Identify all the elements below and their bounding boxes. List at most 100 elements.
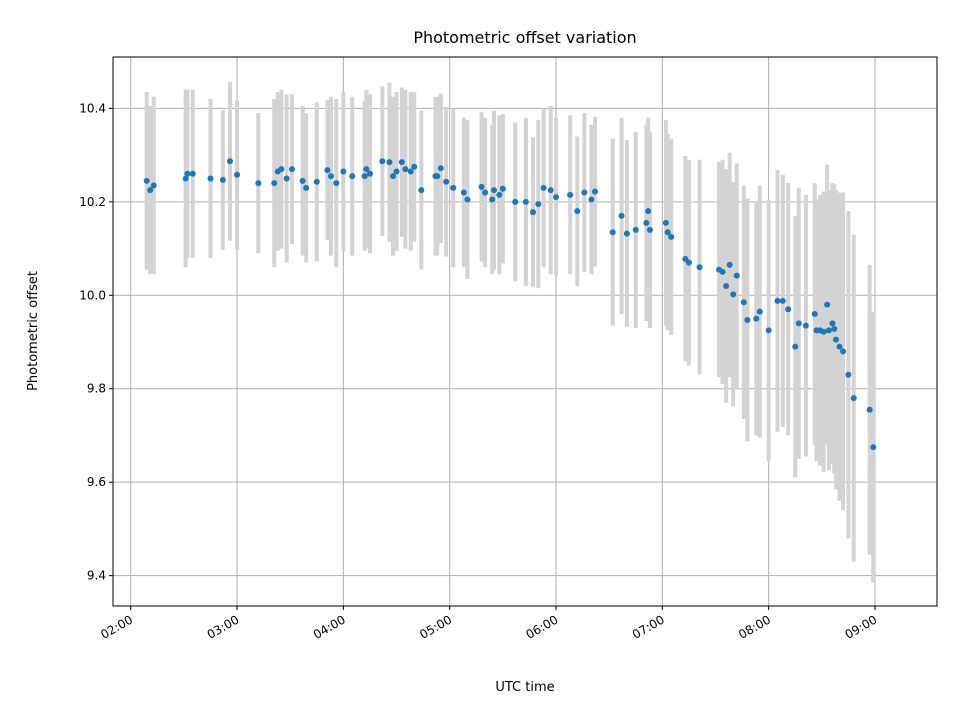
- data-point: [609, 229, 616, 236]
- x-tick-label: 09:00: [843, 612, 880, 641]
- data-point: [553, 194, 560, 201]
- data-point: [402, 166, 409, 173]
- data-point: [825, 327, 832, 334]
- data-point: [386, 159, 393, 166]
- data-point: [313, 178, 320, 185]
- data-point: [719, 268, 726, 275]
- data-point: [349, 173, 356, 180]
- data-point: [299, 177, 306, 184]
- data-point: [574, 208, 581, 215]
- data-point: [668, 233, 675, 240]
- data-point: [490, 187, 497, 194]
- data-point: [478, 183, 485, 190]
- data-point: [379, 158, 386, 165]
- y-tick-label: 10.0: [79, 288, 106, 302]
- data-point: [811, 310, 818, 317]
- data-point: [547, 187, 554, 194]
- chart-title: Photometric offset variation: [413, 28, 636, 47]
- data-point: [840, 348, 847, 355]
- data-point: [646, 226, 653, 233]
- data-point: [870, 444, 877, 451]
- data-point: [723, 282, 730, 289]
- data-point: [512, 198, 519, 205]
- data-point: [618, 212, 625, 219]
- data-point: [591, 188, 598, 195]
- data-point: [147, 187, 154, 194]
- data-point: [765, 327, 772, 334]
- x-tick-label: 03:00: [205, 612, 242, 641]
- data-point: [529, 209, 536, 216]
- x-tick-label: 06:00: [524, 612, 561, 641]
- data-point: [182, 175, 189, 182]
- data-point: [832, 336, 839, 343]
- data-point: [588, 196, 595, 203]
- data-point: [143, 177, 150, 184]
- data-point: [393, 168, 400, 175]
- data-point: [207, 175, 214, 182]
- y-tick-label: 9.4: [87, 569, 106, 583]
- data-point: [740, 299, 747, 306]
- data-point: [733, 272, 740, 279]
- data-point: [288, 166, 295, 173]
- data-point: [340, 168, 347, 175]
- y-axis-label: Photometric offset: [26, 271, 41, 391]
- data-point: [726, 261, 733, 268]
- data-point: [283, 175, 290, 182]
- data-point: [464, 196, 471, 203]
- data-point: [418, 187, 425, 194]
- data-point: [845, 371, 852, 378]
- data-point: [662, 219, 669, 226]
- data-point: [324, 167, 331, 174]
- data-point: [398, 159, 405, 166]
- x-tick-label: 04:00: [311, 612, 348, 641]
- x-tick-label: 07:00: [630, 612, 667, 641]
- data-point: [744, 317, 751, 324]
- data-point: [774, 297, 781, 304]
- data-point: [407, 168, 414, 175]
- y-tick-label: 10.2: [79, 195, 106, 209]
- data-point: [730, 291, 737, 298]
- plot-frame: [112, 56, 938, 607]
- data-point: [226, 158, 233, 165]
- data-point: [753, 315, 760, 322]
- data-point: [434, 173, 441, 180]
- data-point: [482, 189, 489, 196]
- data-point: [779, 297, 786, 304]
- data-point: [460, 189, 467, 196]
- data-point: [696, 264, 703, 271]
- data-point: [866, 406, 873, 413]
- data-point: [450, 184, 457, 191]
- data-point: [219, 176, 226, 183]
- data-point: [150, 182, 157, 189]
- data-point: [643, 219, 650, 226]
- x-axis-label: UTC time: [495, 680, 554, 695]
- y-tick-label: 9.6: [87, 475, 106, 489]
- data-point: [795, 320, 802, 327]
- data-point: [756, 308, 763, 315]
- data-point: [645, 208, 652, 215]
- y-tick-label: 10.4: [79, 101, 106, 115]
- data-point: [499, 185, 506, 192]
- data-point: [278, 166, 285, 173]
- data-point: [831, 325, 838, 332]
- data-point: [366, 170, 373, 177]
- data-point: [785, 306, 792, 313]
- data-point: [836, 343, 843, 350]
- data-point: [792, 343, 799, 350]
- data-point: [581, 189, 588, 196]
- data-point: [363, 166, 370, 173]
- data-point: [540, 184, 547, 191]
- data-point: [411, 163, 418, 170]
- data-point: [333, 180, 340, 187]
- data-point: [522, 198, 529, 205]
- data-point: [255, 180, 262, 187]
- y-tick-label: 9.8: [87, 382, 106, 396]
- errorbar-layer: [144, 81, 876, 583]
- data-point: [443, 178, 450, 185]
- data-point: [664, 229, 671, 236]
- data-point: [802, 322, 809, 329]
- data-point: [234, 171, 241, 178]
- data-point: [632, 226, 639, 233]
- data-point: [189, 170, 196, 177]
- data-point: [850, 395, 857, 402]
